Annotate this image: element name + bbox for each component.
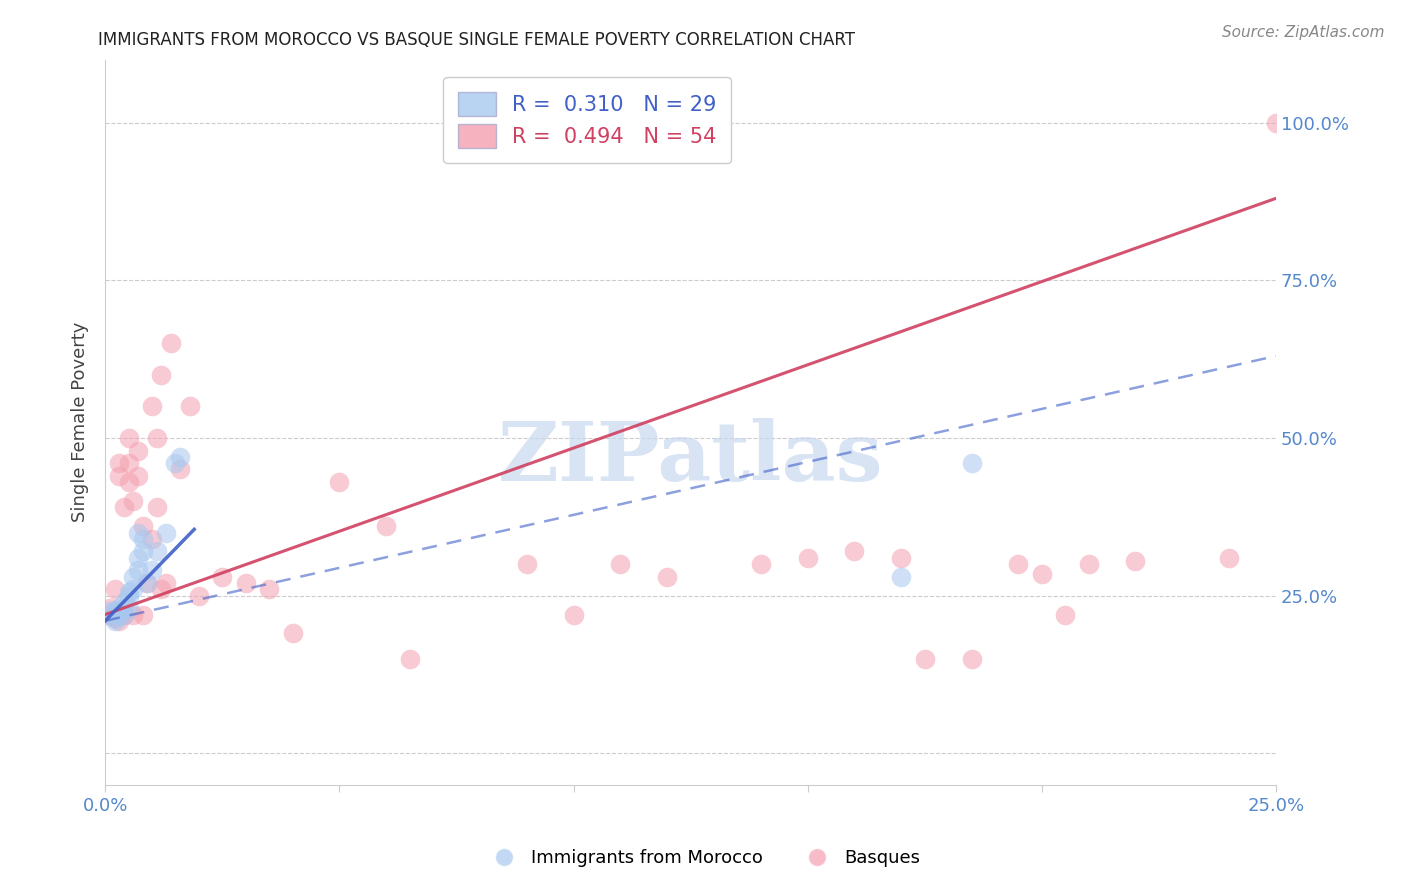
Point: [117, 456, 139, 470]
Text: IMMIGRANTS FROM MOROCCO VS BASQUE SINGLE FEMALE POVERTY CORRELATION CHART: IMMIGRANTS FROM MOROCCO VS BASQUE SINGLE…: [98, 31, 855, 49]
Point: [127, 468, 149, 483]
Point: [375, 519, 398, 533]
Point: [169, 462, 191, 476]
Point: [112, 601, 135, 615]
Point: [136, 576, 159, 591]
Y-axis label: Single Female Poverty: Single Female Poverty: [72, 322, 89, 523]
Point: [98, 601, 121, 615]
Legend: R =  0.310   N = 29, R =  0.494   N = 54: R = 0.310 N = 29, R = 0.494 N = 54: [443, 78, 731, 163]
Point: [103, 614, 125, 628]
Point: [960, 456, 983, 470]
Point: [1031, 566, 1053, 581]
Point: [145, 544, 167, 558]
Point: [103, 610, 125, 624]
Point: [108, 468, 131, 483]
Point: [562, 607, 585, 622]
Point: [844, 544, 866, 558]
Point: [127, 525, 149, 540]
Point: [98, 604, 121, 618]
Point: [609, 557, 631, 571]
Point: [150, 582, 173, 597]
Point: [108, 604, 131, 618]
Point: [1125, 554, 1147, 568]
Point: [131, 607, 153, 622]
Point: [141, 563, 163, 577]
Point: [122, 494, 145, 508]
Point: [328, 475, 350, 489]
Text: ZIPatlas: ZIPatlas: [498, 418, 883, 499]
Point: [1077, 557, 1099, 571]
Point: [117, 585, 139, 599]
Point: [1218, 550, 1240, 565]
Point: [960, 651, 983, 665]
Point: [398, 651, 420, 665]
Point: [112, 595, 135, 609]
Point: [516, 557, 538, 571]
Point: [127, 563, 149, 577]
Point: [165, 456, 187, 470]
Point: [155, 576, 177, 591]
Point: [749, 557, 772, 571]
Point: [145, 431, 167, 445]
Point: [235, 576, 257, 591]
Point: [131, 532, 153, 546]
Point: [98, 607, 121, 622]
Point: [141, 400, 163, 414]
Point: [103, 582, 125, 597]
Point: [112, 607, 135, 622]
Point: [890, 550, 912, 565]
Point: [141, 532, 163, 546]
Point: [281, 626, 304, 640]
Point: [108, 614, 131, 628]
Point: [117, 601, 139, 615]
Point: [796, 550, 818, 565]
Point: [1265, 116, 1288, 130]
Legend: Immigrants from Morocco, Basques: Immigrants from Morocco, Basques: [478, 842, 928, 874]
Point: [127, 443, 149, 458]
Text: Source: ZipAtlas.com: Source: ZipAtlas.com: [1222, 25, 1385, 40]
Point: [131, 519, 153, 533]
Point: [159, 336, 181, 351]
Point: [179, 400, 201, 414]
Point: [136, 576, 159, 591]
Point: [122, 582, 145, 597]
Point: [117, 431, 139, 445]
Point: [112, 607, 135, 622]
Point: [187, 589, 209, 603]
Point: [103, 604, 125, 618]
Point: [108, 601, 131, 615]
Point: [108, 456, 131, 470]
Point: [127, 550, 149, 565]
Point: [98, 607, 121, 622]
Point: [122, 569, 145, 583]
Point: [257, 582, 280, 597]
Point: [145, 500, 167, 515]
Point: [117, 475, 139, 489]
Point: [155, 525, 177, 540]
Point: [211, 569, 233, 583]
Point: [169, 450, 191, 464]
Point: [112, 500, 135, 515]
Point: [117, 589, 139, 603]
Point: [103, 610, 125, 624]
Point: [150, 368, 173, 382]
Point: [108, 607, 131, 622]
Point: [657, 569, 679, 583]
Point: [131, 544, 153, 558]
Point: [890, 569, 912, 583]
Point: [1054, 607, 1077, 622]
Point: [122, 607, 145, 622]
Point: [914, 651, 936, 665]
Point: [1007, 557, 1029, 571]
